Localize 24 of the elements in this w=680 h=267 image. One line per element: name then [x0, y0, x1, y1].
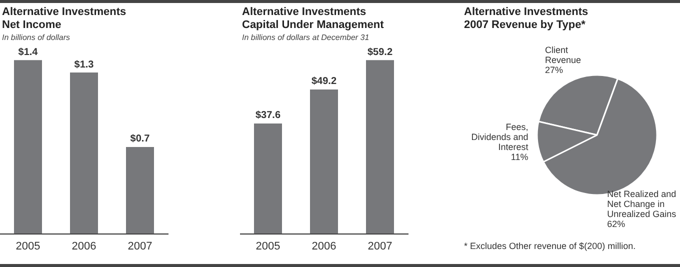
data-label: $1.3 [74, 59, 94, 70]
data-label: 62% [607, 218, 626, 229]
data-label: $59.2 [367, 46, 393, 58]
data-label: $1.4 [18, 46, 38, 58]
text: * Excludes Other revenue of $(200) million. [464, 241, 636, 251]
data-label: $0.7 [130, 134, 150, 145]
chart-subtitle: In billions of dollars [2, 33, 70, 42]
x-tick-label: 2006 [312, 240, 336, 252]
chart-subtitle: In billions of dollars at December 31 [242, 33, 370, 42]
x-tick-label: 2005 [256, 240, 280, 252]
x-tick-label: 2007 [368, 240, 392, 252]
x-tick-label: 2005 [16, 240, 40, 252]
chart-title: Alternative Investments Capital Under Management [242, 6, 384, 32]
data-label: $49.2 [311, 76, 337, 88]
slice-label: Client Revenue [545, 44, 582, 65]
data-label: 27% [545, 64, 564, 75]
data-label: $37.6 [255, 110, 281, 122]
slice-label: Net Realized and Net Change in Unrealized Gains [607, 188, 677, 219]
data-label: 11% [510, 152, 528, 162]
x-tick-label: 2007 [128, 240, 152, 252]
x-tick-label: 2006 [72, 240, 96, 252]
chart-title: Alternative Investments Net Income [2, 6, 126, 32]
chart-title: Alternative Investments 2007 Revenue by Type* [464, 6, 588, 32]
slice-label: Fees, Dividends and Interest [471, 122, 529, 152]
